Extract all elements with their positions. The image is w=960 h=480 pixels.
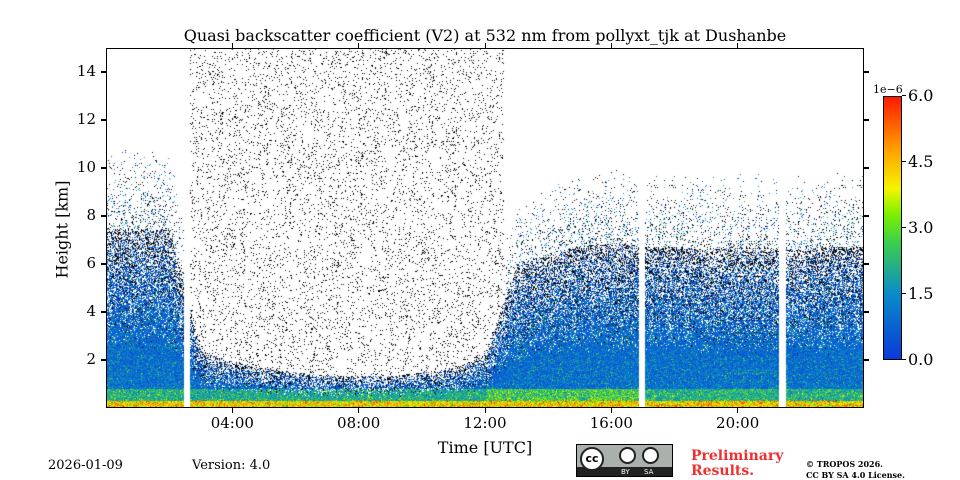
colorbar-tick-label: 3.0: [908, 218, 934, 237]
colorbar-tick-label: 0.0: [908, 350, 934, 369]
colorbar: [883, 96, 902, 360]
y-tick-mark-right: [864, 119, 869, 121]
colorbar-tick-label: 4.5: [908, 152, 934, 171]
x-tick-mark: [231, 408, 233, 413]
preliminary-line-1: Preliminary: [691, 448, 784, 464]
y-tick-mark: [101, 359, 106, 361]
x-tick-mark-top: [484, 43, 486, 48]
y-tick-mark-right: [864, 311, 869, 313]
x-tick-mark-top: [358, 43, 360, 48]
copyright-note: © TROPOS 2026. CC BY SA 4.0 License.: [806, 459, 905, 480]
sa-icon: [642, 447, 659, 464]
x-tick-mark-top: [737, 43, 739, 48]
colorbar-tick-mark: [902, 293, 906, 294]
y-tick-label: 12: [76, 110, 96, 128]
x-tick-mark: [610, 408, 612, 413]
cc-license-badge: cc BY SA: [576, 444, 673, 477]
colorbar-tick-label: 6.0: [908, 86, 934, 105]
colorbar-exponent: 1e−6: [873, 83, 903, 96]
x-tick-label: 08:00: [337, 414, 381, 432]
y-tick-label: 14: [76, 62, 96, 80]
copyright-line-1: © TROPOS 2026.: [806, 459, 883, 469]
by-label: BY: [621, 468, 630, 476]
copyright-line-2: CC BY SA 4.0 License.: [806, 470, 905, 480]
x-tick-mark-top: [231, 43, 233, 48]
x-tick-label: 04:00: [210, 414, 254, 432]
colorbar-tick-mark: [902, 227, 906, 228]
y-tick-label: 4: [86, 302, 96, 320]
colorbar-tick-label: 1.5: [908, 284, 934, 303]
sa-label: SA: [644, 468, 654, 476]
y-axis-label: Height [km]: [52, 180, 72, 279]
y-tick-mark: [101, 71, 106, 73]
colorbar-tick-mark: [902, 95, 906, 96]
by-icon: [619, 447, 636, 464]
y-tick-mark-right: [864, 359, 869, 361]
y-tick-mark-right: [864, 167, 869, 169]
y-tick-mark: [101, 119, 106, 121]
colorbar-tick-mark: [902, 161, 906, 162]
y-tick-mark: [101, 311, 106, 313]
preliminary-note: Preliminary Results.: [691, 449, 783, 479]
y-tick-label: 10: [76, 158, 96, 176]
y-tick-label: 2: [86, 350, 96, 368]
x-tick-mark: [358, 408, 360, 413]
date-label: 2026-01-09: [48, 458, 123, 473]
plot-area: [106, 48, 864, 408]
y-tick-label: 8: [86, 206, 96, 224]
x-tick-label: 20:00: [716, 414, 760, 432]
y-tick-mark-right: [864, 215, 869, 217]
y-tick-mark: [101, 167, 106, 169]
y-tick-label: 6: [86, 254, 96, 272]
colorbar-tick-mark: [902, 359, 906, 360]
heatmap-image: [106, 48, 864, 408]
x-tick-mark-top: [610, 43, 612, 48]
y-tick-mark-right: [864, 263, 869, 265]
x-tick-label: 16:00: [589, 414, 633, 432]
x-axis-label: Time [UTC]: [437, 438, 533, 457]
x-tick-label: 12:00: [463, 414, 507, 432]
y-tick-mark: [101, 215, 106, 217]
x-tick-mark: [484, 408, 486, 413]
y-tick-mark: [101, 263, 106, 265]
version-label: Version: 4.0: [192, 458, 271, 473]
preliminary-line-2: Results.: [691, 463, 755, 479]
cc-icon: cc: [580, 447, 604, 471]
chart-title: Quasi backscatter coefficient (V2) at 53…: [183, 26, 787, 45]
x-tick-mark: [737, 408, 739, 413]
y-tick-mark-right: [864, 71, 869, 73]
